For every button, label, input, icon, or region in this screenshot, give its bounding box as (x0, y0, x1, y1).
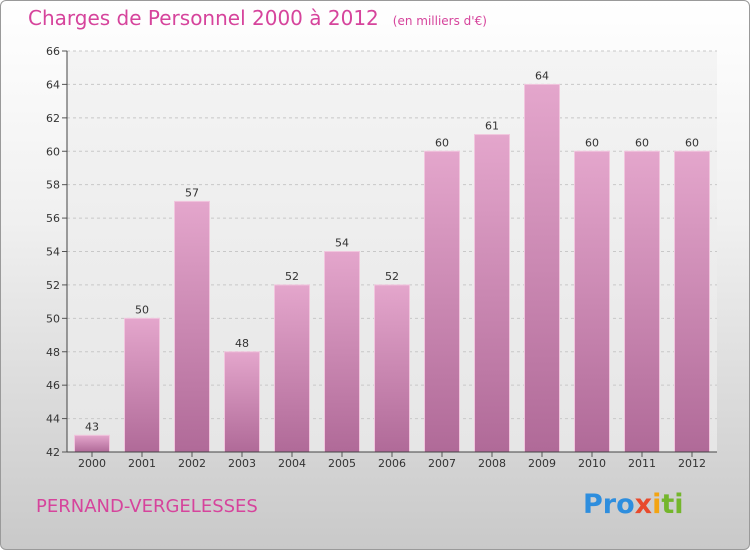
data-label: 54 (335, 237, 349, 250)
y-tick-label: 54 (46, 246, 60, 259)
bar (124, 317, 160, 453)
data-label: 48 (235, 337, 249, 350)
bar (324, 251, 360, 453)
data-label: 60 (585, 136, 599, 149)
data-label: 52 (385, 270, 399, 283)
y-tick-label: 62 (46, 112, 60, 125)
bar (524, 83, 560, 453)
x-tick-label: 2003 (228, 457, 256, 470)
data-label: 60 (685, 136, 699, 149)
data-label: 64 (535, 69, 549, 82)
bar (374, 284, 410, 453)
data-label: 57 (185, 186, 199, 199)
data-label: 61 (485, 120, 499, 133)
y-tick-label: 50 (46, 312, 60, 325)
data-label: 52 (285, 270, 299, 283)
x-tick-label: 2010 (578, 457, 606, 470)
x-tick-label: 2008 (478, 457, 506, 470)
data-label: 50 (135, 303, 149, 316)
x-tick-label: 2012 (678, 457, 706, 470)
y-tick-label: 46 (46, 379, 60, 392)
bar (74, 434, 110, 453)
proxiti-logo[interactable]: Proxiti (583, 489, 684, 520)
y-tick-label: 56 (46, 212, 60, 225)
x-tick-label: 2011 (628, 457, 656, 470)
y-tick-label: 66 (46, 45, 60, 58)
bar (174, 200, 210, 453)
y-tick-label: 44 (46, 413, 60, 426)
x-tick-label: 2007 (428, 457, 456, 470)
x-tick-label: 2002 (178, 457, 206, 470)
data-label: 43 (85, 420, 99, 433)
x-tick-label: 2006 (378, 457, 406, 470)
chart-title: Charges de Personnel 2000 à 2012 (en mill… (28, 6, 487, 30)
plot-area: 42 44 46 48 50 52 54 56 58 60 62 64 66 43 2000 50 2001 57… (46, 45, 717, 470)
y-tick-label: 64 (46, 78, 60, 91)
x-tick-label: 2005 (328, 457, 356, 470)
y-tick-label: 48 (46, 346, 60, 359)
y-tick-label: 42 (46, 446, 60, 459)
y-tick-label: 58 (46, 179, 60, 192)
data-label: 60 (435, 136, 449, 149)
bar (424, 150, 460, 453)
x-tick-label: 2001 (128, 457, 156, 470)
x-tick-label: 2009 (528, 457, 556, 470)
bar (674, 150, 710, 453)
commune-name: PERNAND-VERGELESSES (36, 496, 258, 517)
data-label: 60 (635, 136, 649, 149)
chart-subtitle: (en milliers d'€) (392, 14, 487, 28)
y-tick-label: 60 (46, 145, 60, 158)
bar (224, 351, 260, 453)
bar (624, 150, 660, 453)
x-tick-label: 2004 (278, 457, 306, 470)
bar (474, 134, 510, 453)
x-tick-label: 2000 (78, 457, 106, 470)
chart-title-text: Charges de Personnel 2000 à 2012 (28, 6, 379, 30)
bar (274, 284, 310, 453)
y-tick-label: 52 (46, 279, 60, 292)
bar (574, 150, 610, 453)
